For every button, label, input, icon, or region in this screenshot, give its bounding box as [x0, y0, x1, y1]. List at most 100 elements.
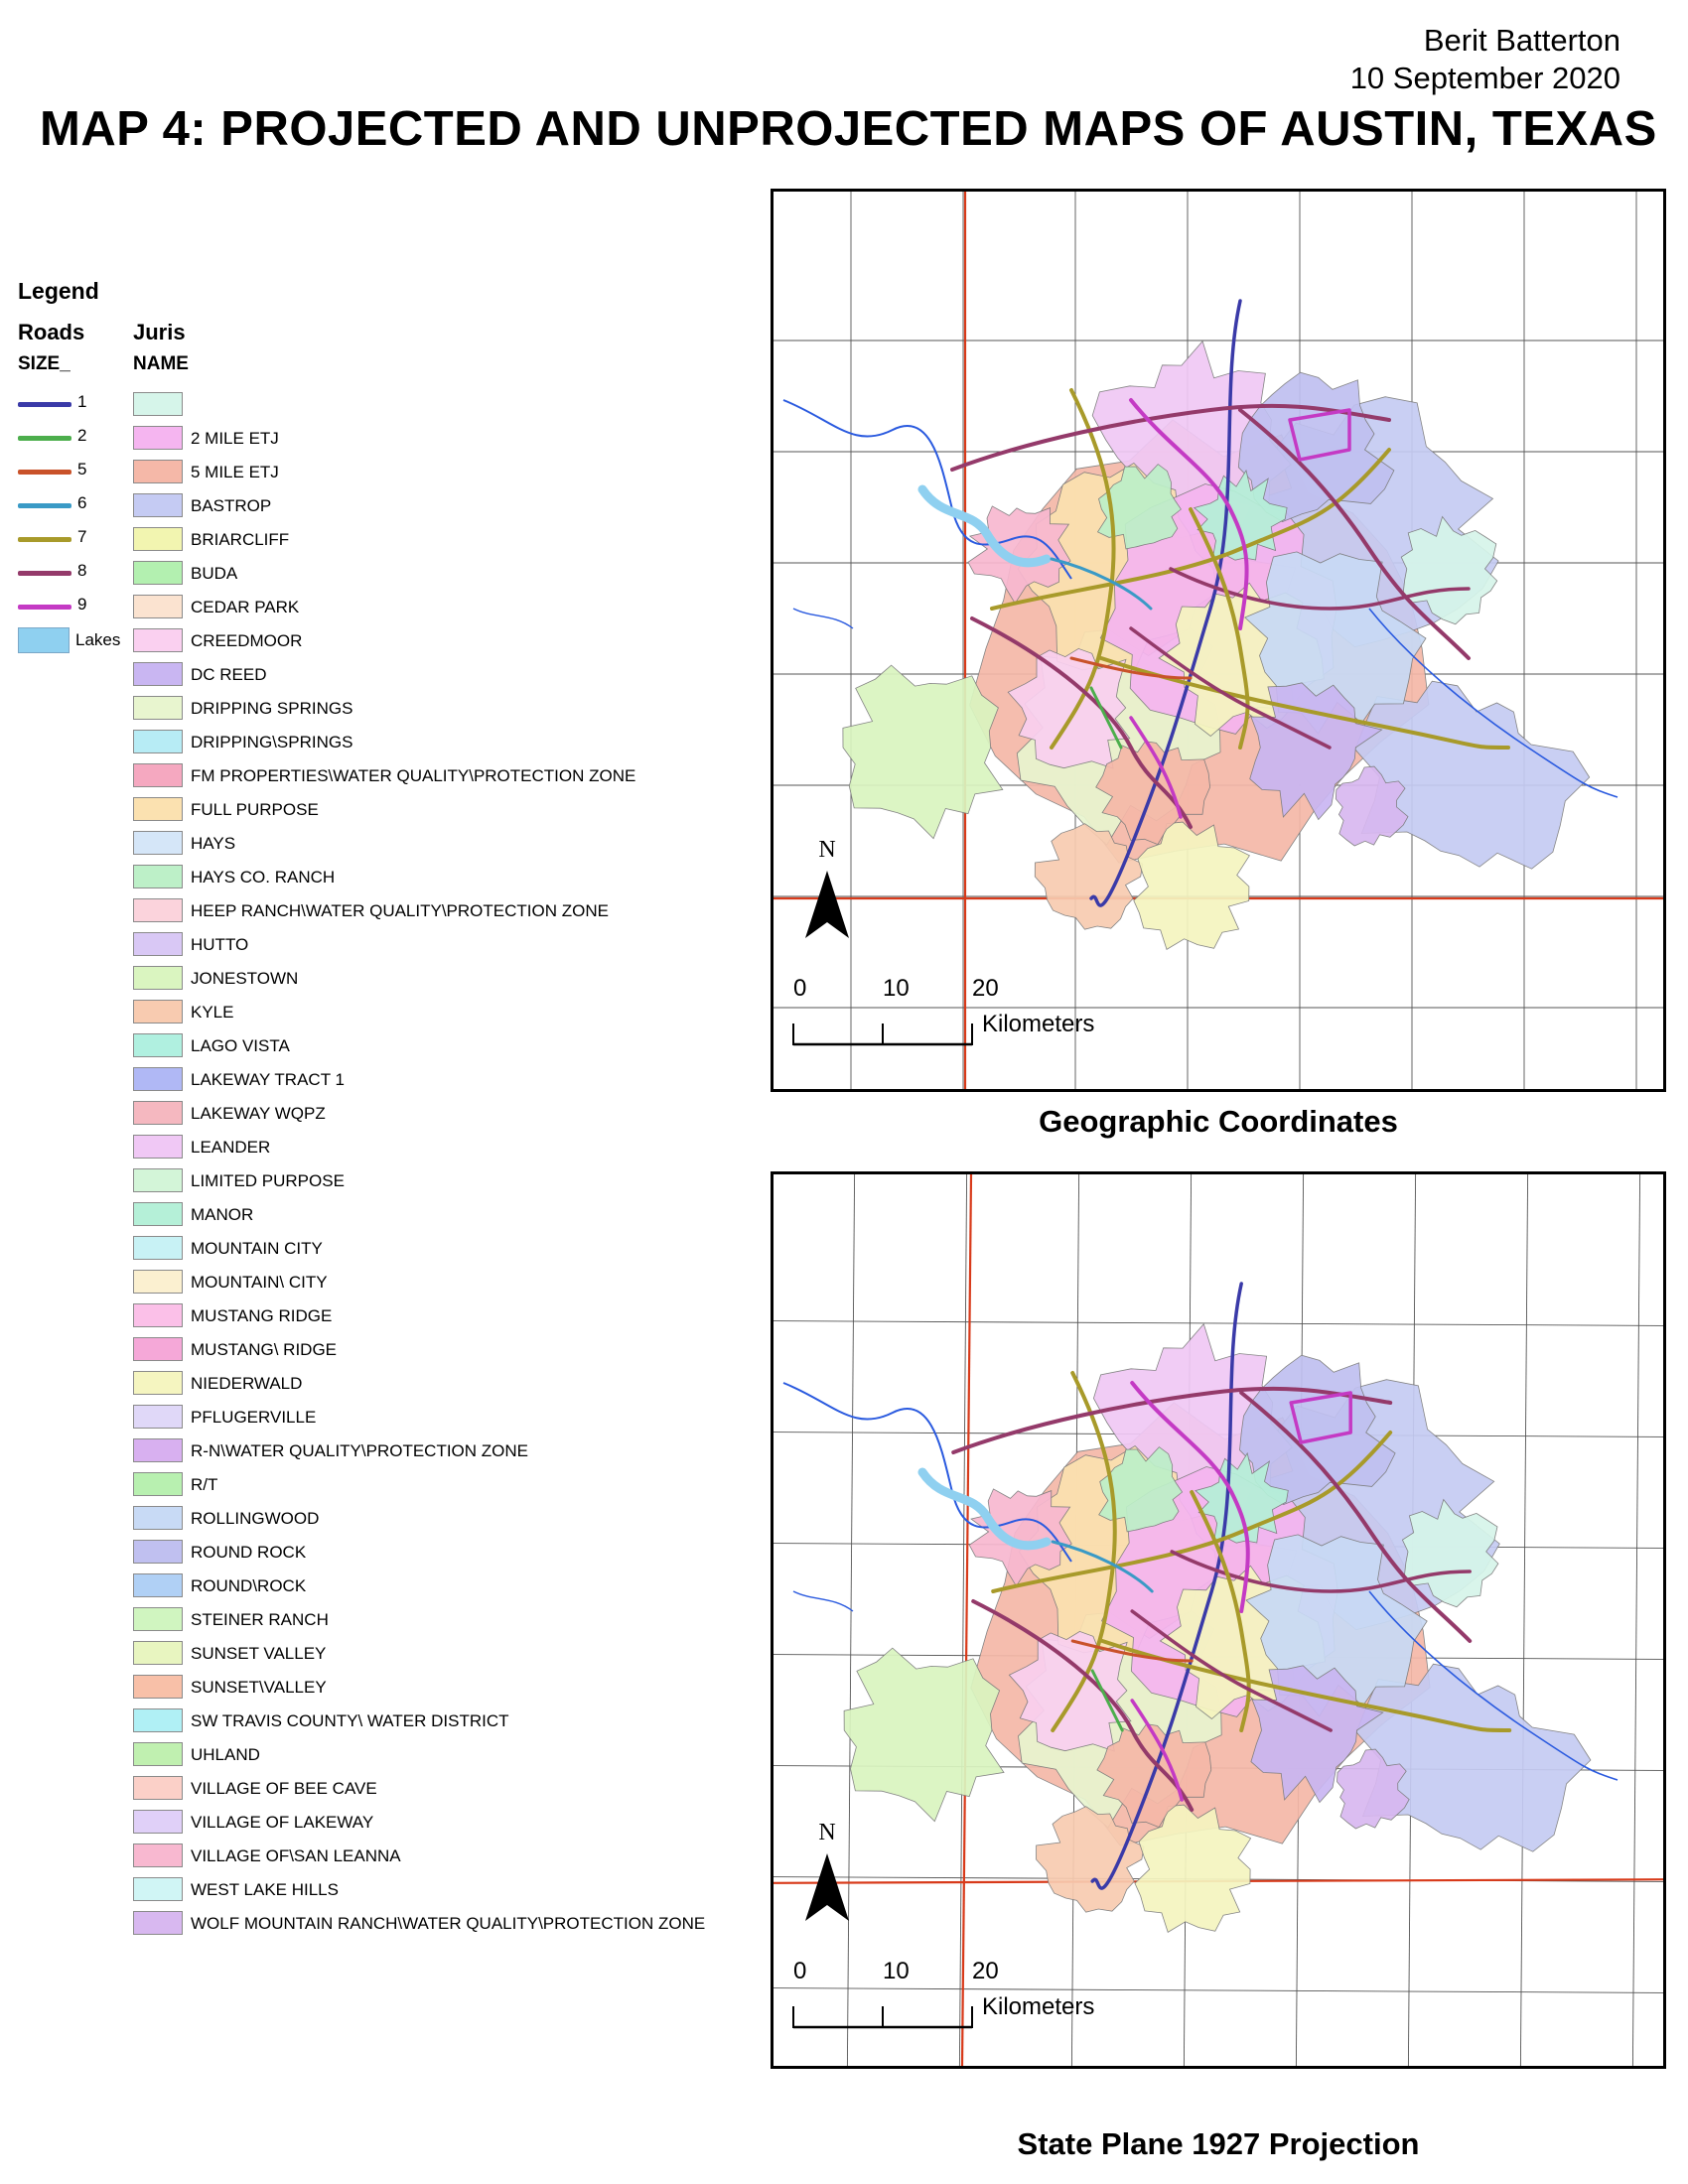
scale-tick-label: 10 — [883, 975, 910, 1002]
jurisdiction-region — [1354, 680, 1591, 870]
jurisdiction-swatch — [133, 595, 183, 618]
page-title: MAP 4: PROJECTED AND UNPROJECTED MAPS OF… — [40, 102, 1657, 156]
jurisdiction-swatch — [133, 1776, 183, 1800]
road-segment — [950, 403, 1391, 472]
jurisdiction-swatch — [133, 1337, 183, 1361]
road-network — [951, 1282, 1512, 1890]
jurisdiction-label: BUDA — [191, 564, 238, 583]
lakes-label: Lakes — [75, 630, 121, 649]
scale-tick-label: 10 — [883, 1958, 910, 1984]
road-segment — [1050, 557, 1153, 611]
jurisdiction-label: DC REED — [191, 665, 267, 684]
jurisdiction-swatch — [133, 1607, 183, 1631]
scale-bar: 0 10 20 Kilometers — [792, 1958, 1094, 2029]
jurisdiction-label: MANOR — [191, 1205, 254, 1224]
jurisdiction-swatch — [133, 1911, 183, 1935]
road-segment — [1130, 1381, 1250, 1613]
map-geographic: N 0 10 20 Kilometers — [771, 189, 1666, 1092]
lake-travis — [917, 484, 1052, 568]
jurisdiction-swatch — [133, 1135, 183, 1159]
road-segment — [991, 1431, 1393, 1593]
reference-meridian — [960, 1174, 973, 2066]
north-arrow: N — [805, 1820, 849, 1921]
lake-travis — [917, 1467, 1052, 1551]
jurisdiction-regions — [842, 340, 1591, 951]
juris-heading: Juris — [133, 320, 186, 344]
lakes-legend-entry: Lakes — [18, 625, 137, 655]
jurisdiction-label: LAGO VISTA — [191, 1036, 290, 1055]
jurisdiction-swatch — [133, 1641, 183, 1665]
jurisdiction-swatch — [133, 561, 183, 585]
jurisdiction-swatch — [133, 493, 183, 517]
jurisdiction-swatch — [133, 696, 183, 720]
roads-heading: Roads — [18, 320, 85, 344]
jurisdiction-region — [1335, 765, 1409, 847]
jurisdiction-label: ROUND\ROCK — [191, 1576, 307, 1595]
jurisdiction-label: 5 MILE ETJ — [191, 463, 279, 481]
jurisdiction-swatch — [133, 1000, 183, 1024]
scale-tick-label: 0 — [793, 1958, 806, 1984]
scale-tick-label: 0 — [793, 975, 806, 1002]
roads-field: SIZE_ — [18, 353, 70, 374]
graticule-parallel — [774, 1320, 1663, 1326]
jurisdiction-swatch — [133, 460, 183, 483]
jurisdiction-label: ROLLINGWOOD — [191, 1509, 320, 1528]
jurisdiction-label: HEEP RANCH\WATER QUALITY\PROTECTION ZONE — [191, 901, 609, 920]
jurisdiction-region — [1250, 1665, 1384, 1804]
scale-tick-label: 20 — [972, 1958, 999, 1984]
road-legend-entry: 5 — [18, 457, 137, 486]
jurisdiction-swatch — [133, 1371, 183, 1395]
road-legend-entry: 2 — [18, 423, 137, 453]
road-line-swatch — [18, 605, 71, 610]
creek-west — [792, 608, 854, 629]
jurisdiction-label: CEDAR PARK — [191, 598, 300, 616]
road-size-label: 2 — [77, 426, 87, 445]
jurisdiction-swatch — [133, 1742, 183, 1766]
road-line-swatch — [18, 402, 71, 407]
legend: Legend Roads SIZE_ Juris NAME 1 2 5 6 7 8 9 La… — [18, 278, 773, 1966]
jurisdiction-label: LAKEWAY WQPZ — [191, 1104, 326, 1123]
jurisdiction-swatch — [133, 1708, 183, 1732]
jurisdiction-swatch — [133, 1067, 183, 1091]
road-segment — [1239, 1391, 1473, 1643]
jurisdiction-swatch — [133, 1270, 183, 1294]
road-segment — [1089, 299, 1242, 907]
jurisdiction-swatch — [133, 1877, 183, 1901]
jurisdiction-swatch — [133, 898, 183, 922]
author-block: Berit Batterton 10 September 2020 — [1350, 22, 1620, 97]
jurisdiction-swatch — [133, 797, 183, 821]
graticule-meridian — [958, 1174, 968, 2066]
jurisdiction-regions — [843, 1322, 1592, 1934]
jurisdiction-region — [1355, 1663, 1592, 1852]
jurisdiction-label: R/T — [191, 1475, 218, 1494]
jurisdiction-swatch — [133, 763, 183, 787]
road-size-label: 7 — [77, 527, 87, 546]
jurisdiction-label: HAYS CO. RANCH — [191, 868, 336, 887]
jurisdiction-label: FM PROPERTIES\WATER QUALITY\PROTECTION Z… — [191, 766, 636, 785]
jurisdiction-region — [1096, 464, 1182, 550]
road-segment — [1129, 626, 1332, 750]
jurisdiction-swatch — [133, 730, 183, 753]
jurisdiction-label: VILLAGE OF\SAN LEANNA — [191, 1846, 401, 1865]
jurisdiction-region — [1249, 682, 1383, 821]
road-segment — [1288, 408, 1351, 462]
road-segment — [1069, 656, 1193, 680]
road-segment — [1089, 686, 1123, 750]
map-state-plane-caption: State Plane 1927 Projection — [1017, 2126, 1420, 2161]
road-line-swatch — [18, 470, 71, 475]
graticule-meridian — [1631, 1174, 1641, 2066]
jurisdiction-region — [1036, 1806, 1145, 1913]
creek-west — [792, 1590, 854, 1612]
jurisdiction-label: BRIARCLIFF — [191, 530, 290, 549]
north-arrow-icon — [805, 871, 849, 938]
jurisdiction-label: CREEDMOOR — [191, 631, 303, 650]
road-segment — [971, 1599, 1195, 1812]
river-east — [1368, 1590, 1618, 1781]
jurisdiction-swatch — [133, 1236, 183, 1260]
jurisdiction-label: MOUNTAIN CITY — [191, 1239, 323, 1258]
jurisdiction-swatch — [133, 932, 183, 956]
jurisdiction-region — [1133, 821, 1250, 951]
jurisdiction-swatch — [133, 1810, 183, 1834]
north-arrow: N — [805, 837, 849, 938]
jurisdiction-region — [1400, 515, 1498, 625]
